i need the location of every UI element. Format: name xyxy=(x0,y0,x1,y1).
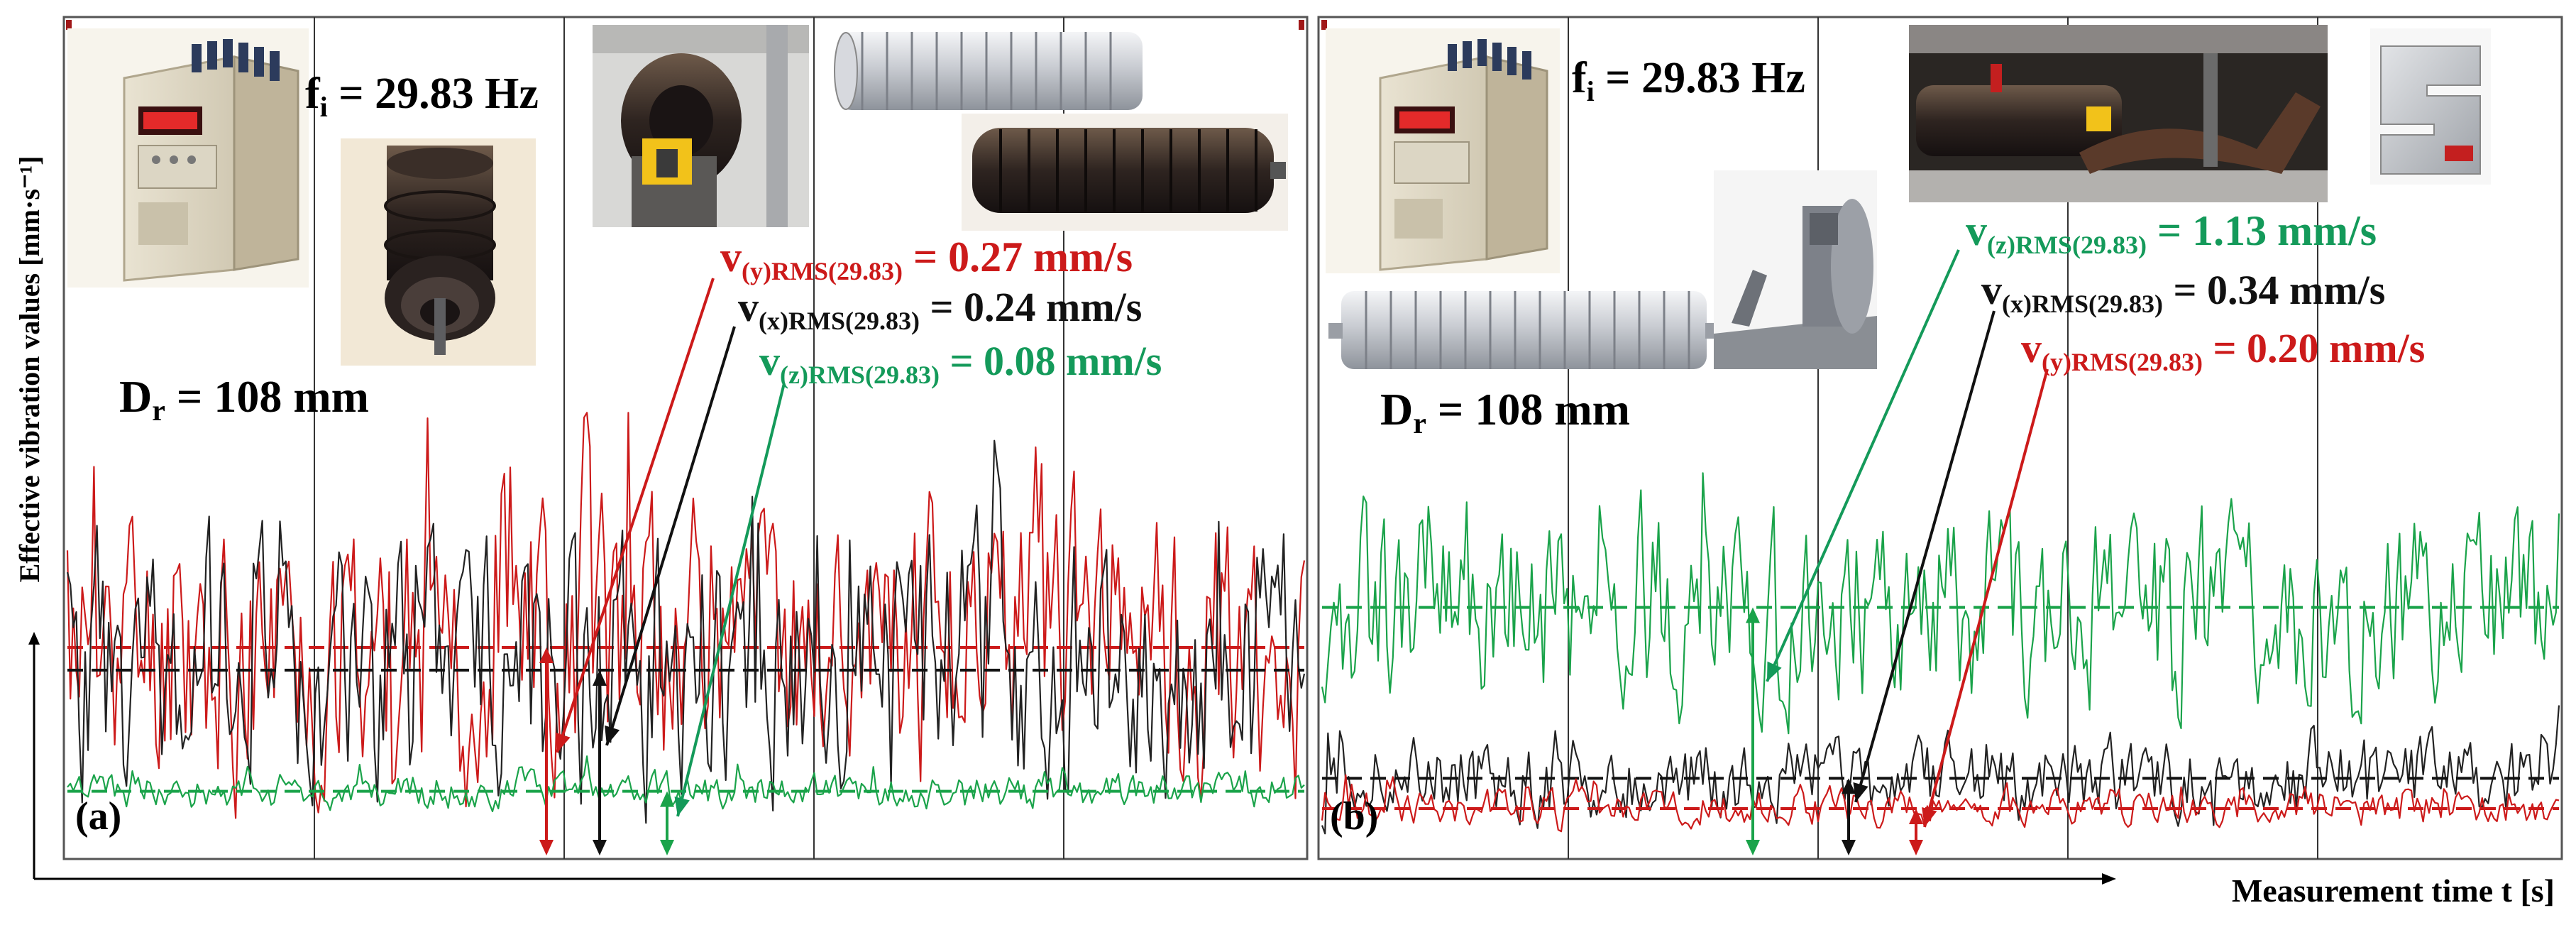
rms-y-annotation: v(y)RMS(29.83) = 0.20 mm/s xyxy=(2021,325,2425,376)
load-arm-test-stand-photo xyxy=(1909,25,2328,202)
rms-y-leader xyxy=(556,278,715,753)
excitation-frequency: fi = 29.83 Hz xyxy=(305,70,539,123)
rms-z-leader xyxy=(676,383,786,817)
rms-z-annotation: v(z)RMS(29.83) = 0.08 mm/s xyxy=(759,338,1162,389)
panel-label: (b) xyxy=(1330,794,1378,838)
rms-z-arrowhead-bottom xyxy=(660,840,674,855)
panel-b-plot xyxy=(1321,472,2560,835)
panel-b-corner-marker xyxy=(1321,20,1327,30)
rms-z-annotation: v(z)RMS(29.83) = 1.13 mm/s xyxy=(1966,207,2377,259)
rms-x-arrowhead-bottom xyxy=(593,840,607,855)
rms-x-annotation: v(x)RMS(29.83) = 0.34 mm/s xyxy=(1981,267,2385,318)
rms-x-arrowhead-top xyxy=(1842,778,1856,794)
panel-b-arrows xyxy=(1746,249,2049,855)
rms-y-leader xyxy=(1923,368,2049,828)
rms-z-arrowhead-bottom xyxy=(1746,840,1760,855)
rms-y-annotation: v(y)RMS(29.83) = 0.27 mm/s xyxy=(720,234,1133,285)
rms-y-leader-head xyxy=(1922,807,1937,827)
rms-x-arrowhead-top xyxy=(593,670,607,686)
panel-b: fi = 29.83 Hz Dr = 108 mm v(z)RMS(29.83)… xyxy=(1317,16,2563,860)
series-x-trace xyxy=(1321,705,2560,835)
series-y-trace xyxy=(1321,774,2560,833)
rms-y-arrowhead-bottom xyxy=(1909,840,1923,855)
rms-y-arrowhead-top xyxy=(539,647,554,663)
excitation-frequency: fi = 29.83 Hz xyxy=(1572,54,1805,107)
panel-a-corner-marker xyxy=(66,20,72,30)
rubber-ring-roller-photo xyxy=(962,114,1288,231)
roller-cad-model-photo xyxy=(834,32,1143,110)
roller-cad-model-photo xyxy=(1328,291,1719,369)
panel-a-arrows xyxy=(539,278,786,855)
y-axis-label: Effective vibration values [mm·s⁻¹] xyxy=(13,156,45,583)
rms-y-arrowhead-bottom xyxy=(539,840,554,855)
rms-x-leader-head xyxy=(605,725,620,745)
frequency-inverter-photo xyxy=(1326,28,1560,273)
roller-end-photo xyxy=(341,138,536,366)
panel-a: fi = 29.83 Hz Dr = 108 mm v(y)RMS(29.83)… xyxy=(62,16,1309,860)
series-z-trace xyxy=(1321,472,2560,735)
rms-y-arrowhead-top xyxy=(1909,809,1923,825)
s-type-load-cell-photo xyxy=(2370,28,2491,185)
panel-a-corner-marker xyxy=(1299,20,1304,30)
rms-y-leader-head xyxy=(555,732,571,752)
frequency-inverter-photo xyxy=(67,28,309,288)
rms-z-arrowhead-top xyxy=(660,791,674,807)
rms-x-arrowhead-bottom xyxy=(1842,840,1856,855)
rms-z-leader-head xyxy=(674,797,690,816)
rms-x-leader xyxy=(1854,310,1996,803)
series-x-trace xyxy=(66,439,1306,824)
rms-x-leader xyxy=(605,326,736,746)
panel-a-plot xyxy=(66,412,1306,824)
rms-z-leader-head xyxy=(1767,661,1782,682)
roller-test-stand-photo xyxy=(593,25,809,227)
roller-diameter: Dr = 108 mm xyxy=(119,371,369,427)
x-axis-label: Measurement time t [s] xyxy=(2232,872,2555,909)
figure-axes xyxy=(28,632,2116,885)
roller-diameter: Dr = 108 mm xyxy=(1380,384,1630,440)
panel-label: (a) xyxy=(75,794,121,838)
rms-z-leader xyxy=(1766,249,1960,682)
rms-x-annotation: v(x)RMS(29.83) = 0.24 mm/s xyxy=(738,284,1142,335)
rms-z-arrowhead-top xyxy=(1746,607,1760,623)
rms-x-leader-head xyxy=(1853,782,1868,802)
load-arm-cad-photo xyxy=(1714,170,1877,369)
